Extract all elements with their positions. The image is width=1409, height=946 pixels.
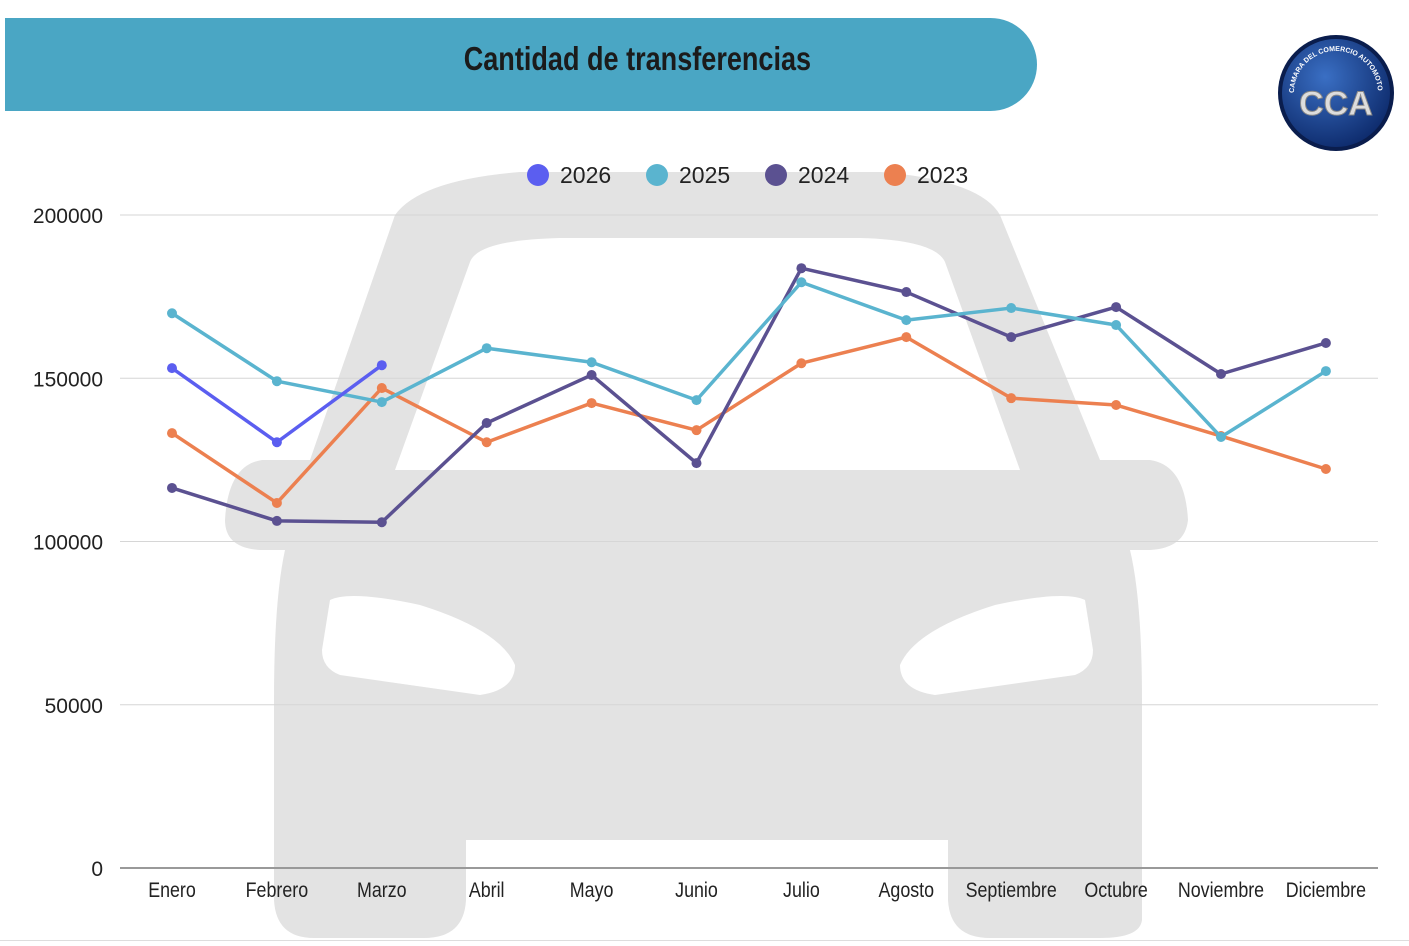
y-tick-label: 200000 bbox=[33, 205, 103, 228]
legend-label-2026: 2026 bbox=[560, 162, 611, 188]
legend-marker-2025 bbox=[646, 164, 668, 186]
data-point-2024 bbox=[1320, 337, 1331, 348]
legend-marker-2026 bbox=[527, 164, 549, 186]
data-point-2024 bbox=[1216, 369, 1226, 380]
x-tick-label: Septiembre bbox=[966, 879, 1057, 903]
title-banner bbox=[5, 18, 1037, 111]
series-line-2023 bbox=[171, 335, 1327, 505]
data-point-2024 bbox=[1006, 332, 1017, 343]
series-line-2025 bbox=[171, 280, 1327, 439]
y-tick-label: 150000 bbox=[33, 368, 103, 391]
data-point-2025 bbox=[376, 397, 387, 408]
data-point-2025 bbox=[691, 395, 702, 406]
data-point-2023 bbox=[901, 332, 912, 343]
x-tick-label: Junio bbox=[675, 879, 718, 903]
data-point-2024 bbox=[167, 482, 177, 493]
x-tick-label: Enero bbox=[148, 879, 196, 903]
data-point-2024 bbox=[376, 517, 387, 528]
data-point-2025 bbox=[901, 315, 912, 326]
data-point-2024 bbox=[586, 369, 597, 380]
x-tick-label: Julio bbox=[783, 879, 820, 903]
data-point-2025 bbox=[1111, 320, 1122, 331]
data-point-2023 bbox=[796, 358, 807, 369]
svg-text:CCA: CCA bbox=[1299, 85, 1373, 123]
cca-logo: CAMARA DEL COMERCIO AUTOMOTOR CCA bbox=[1276, 33, 1394, 151]
x-tick-label: Febrero bbox=[246, 879, 309, 903]
y-tick-label: 50000 bbox=[45, 695, 103, 718]
data-point-2023 bbox=[691, 425, 702, 436]
legend-marker-2024 bbox=[765, 164, 787, 186]
data-point-2024 bbox=[271, 515, 282, 526]
data-point-2025 bbox=[1216, 432, 1226, 443]
data-point-2024 bbox=[691, 458, 702, 469]
x-tick-label: Diciembre bbox=[1286, 879, 1366, 903]
data-point-2023 bbox=[376, 383, 387, 394]
data-point-2024 bbox=[901, 287, 912, 298]
data-point-2023 bbox=[1111, 400, 1122, 411]
x-tick-label: Noviembre bbox=[1178, 879, 1264, 903]
data-point-2024 bbox=[796, 263, 807, 274]
data-point-2023 bbox=[586, 398, 597, 409]
data-point-2023 bbox=[481, 437, 492, 448]
data-point-2025 bbox=[1006, 303, 1017, 314]
data-point-2025 bbox=[481, 343, 492, 354]
x-tick-label: Marzo bbox=[357, 879, 407, 903]
data-point-2025 bbox=[586, 357, 597, 368]
data-point-2023 bbox=[1320, 464, 1331, 475]
data-point-2024 bbox=[481, 417, 492, 428]
data-point-2026 bbox=[376, 360, 387, 371]
data-point-2026 bbox=[167, 363, 177, 374]
x-tick-label: Abril bbox=[469, 879, 505, 903]
page-divider bbox=[0, 940, 1409, 941]
series-line-2024 bbox=[171, 266, 1327, 524]
data-point-2025 bbox=[1320, 366, 1331, 377]
chart-title: Cantidad de transferencias bbox=[463, 40, 812, 77]
data-point-2025 bbox=[271, 376, 282, 387]
data-point-2026 bbox=[271, 437, 282, 448]
data-point-2023 bbox=[271, 497, 282, 508]
legend-label-2025: 2025 bbox=[679, 162, 730, 188]
data-point-2025 bbox=[167, 308, 177, 319]
y-tick-label: 100000 bbox=[33, 532, 103, 555]
data-point-2025 bbox=[796, 277, 807, 288]
legend-label-2023: 2023 bbox=[917, 162, 968, 188]
legend-marker-2023 bbox=[884, 164, 906, 186]
data-point-2024 bbox=[1111, 302, 1122, 313]
x-tick-label: Agosto bbox=[879, 879, 935, 903]
y-tick-label: 0 bbox=[91, 858, 103, 881]
x-tick-label: Mayo bbox=[570, 879, 614, 903]
data-point-2023 bbox=[167, 428, 177, 439]
x-tick-label: Octubre bbox=[1084, 879, 1147, 903]
legend-label-2024: 2024 bbox=[798, 162, 849, 188]
data-point-2023 bbox=[1006, 393, 1017, 404]
car-silhouette-watermark bbox=[225, 172, 1188, 938]
